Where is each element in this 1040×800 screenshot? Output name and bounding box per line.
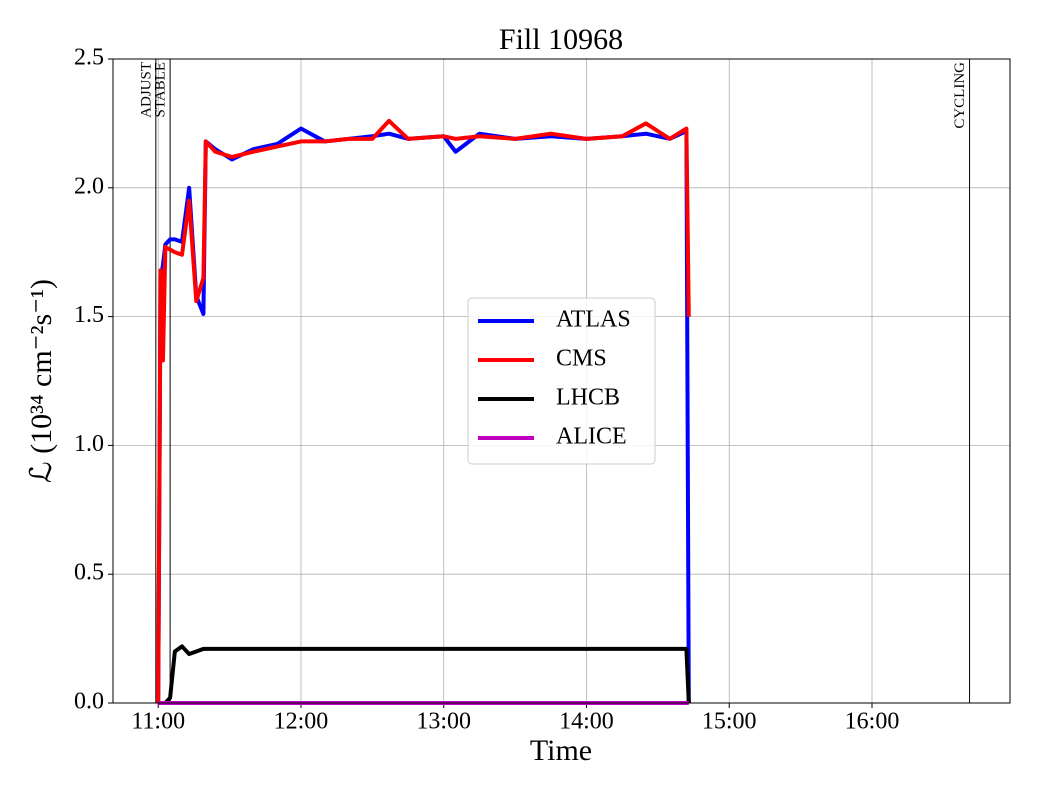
y-tick-label: 0.5 bbox=[74, 560, 104, 586]
legend-box bbox=[467, 297, 656, 465]
series-line bbox=[156, 118, 691, 704]
legend-label: LHCB bbox=[556, 385, 620, 411]
y-axis-label: ℒ (10³⁴ cm⁻²s⁻¹) bbox=[25, 279, 58, 483]
series-line bbox=[158, 644, 691, 705]
annotation-label: CYCLING bbox=[952, 62, 968, 129]
annotation-label: STABLE bbox=[153, 62, 169, 117]
y-tick-label: 2.5 bbox=[74, 45, 104, 71]
x-tick-label: 11:00 bbox=[131, 709, 185, 735]
x-tick-label: 16:00 bbox=[845, 709, 900, 735]
x-tick-label: 12:00 bbox=[274, 709, 329, 735]
x-tick-label: 14:00 bbox=[559, 709, 614, 735]
y-tick-label: 1.0 bbox=[74, 431, 104, 457]
legend-label: ATLAS bbox=[556, 307, 631, 333]
x-tick-label: 15:00 bbox=[702, 709, 757, 735]
legend-label: ALICE bbox=[556, 424, 627, 450]
legend-label: CMS bbox=[556, 346, 607, 372]
y-tick-label: 2.0 bbox=[74, 173, 104, 199]
plot-frame bbox=[112, 58, 1011, 704]
x-axis-label: Time bbox=[530, 734, 592, 767]
y-tick-label: 1.5 bbox=[74, 302, 104, 328]
annotation-label: ADJUST bbox=[138, 62, 154, 118]
legend: ATLAS CMS LHCB ALICE bbox=[467, 297, 656, 465]
x-tick-label: 13:00 bbox=[416, 709, 471, 735]
chart-title: Fill 10968 bbox=[499, 23, 623, 56]
y-tick-label: 0.0 bbox=[74, 689, 104, 715]
